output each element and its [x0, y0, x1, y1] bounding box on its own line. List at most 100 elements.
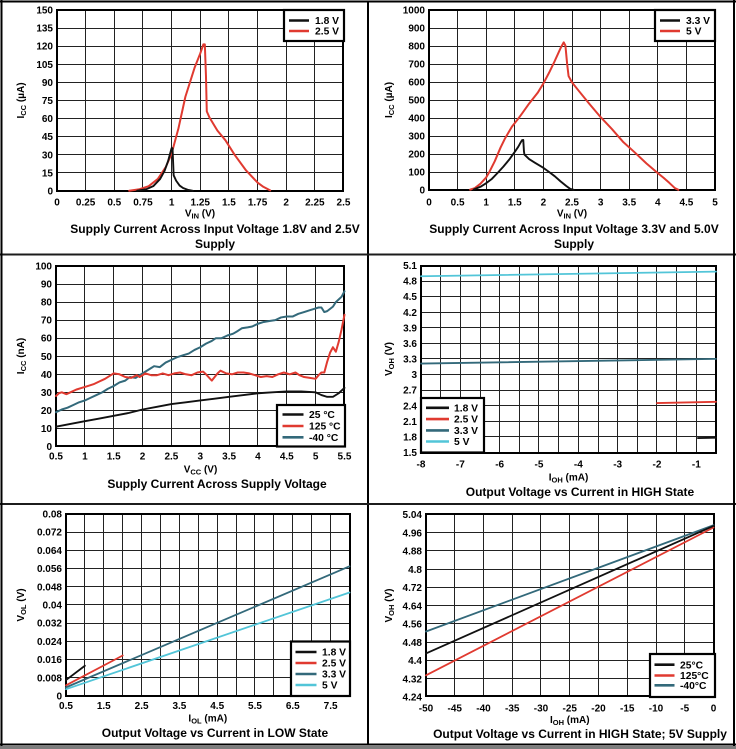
svg-text:125°C: 125°C	[680, 671, 709, 682]
svg-text:5: 5	[712, 198, 718, 209]
svg-text:-5: -5	[535, 460, 544, 471]
svg-text:1: 1	[82, 452, 88, 463]
svg-text:2.5: 2.5	[337, 198, 351, 209]
svg-text:1.5: 1.5	[97, 701, 111, 712]
svg-text:4.64: 4.64	[403, 601, 423, 612]
svg-text:-7: -7	[456, 460, 465, 471]
svg-text:Supply: Supply	[195, 237, 235, 251]
svg-text:4.5: 4.5	[679, 198, 693, 209]
svg-text:4.96: 4.96	[403, 528, 423, 539]
svg-text:2.7: 2.7	[403, 386, 417, 397]
svg-text:0: 0	[426, 198, 432, 209]
svg-text:90: 90	[41, 280, 53, 291]
svg-text:45: 45	[42, 132, 54, 143]
svg-text:4.72: 4.72	[403, 583, 423, 594]
svg-text:2: 2	[283, 198, 289, 209]
svg-text:1.8 V: 1.8 V	[322, 648, 346, 659]
svg-text:ICC (µA): ICC (µA)	[16, 82, 28, 118]
svg-text:600: 600	[408, 78, 425, 89]
svg-text:1.5: 1.5	[222, 198, 236, 209]
svg-text:2.5 V: 2.5 V	[315, 27, 339, 38]
svg-text:-40 °C: -40 °C	[309, 433, 339, 444]
svg-text:VOH (V): VOH (V)	[384, 588, 396, 622]
svg-text:0: 0	[56, 692, 62, 703]
svg-text:0: 0	[54, 198, 60, 209]
svg-text:3.3 V: 3.3 V	[686, 16, 710, 27]
svg-text:100: 100	[408, 168, 425, 179]
svg-text:4.8: 4.8	[403, 277, 417, 288]
svg-text:4.8: 4.8	[408, 565, 422, 576]
svg-text:4.48: 4.48	[403, 638, 423, 649]
svg-text:1.8: 1.8	[403, 432, 417, 443]
svg-text:2.5: 2.5	[135, 701, 149, 712]
svg-text:4.88: 4.88	[403, 547, 423, 558]
svg-text:VIN (V): VIN (V)	[185, 209, 215, 221]
svg-text:0.25: 0.25	[76, 198, 96, 209]
svg-text:3: 3	[411, 370, 417, 381]
svg-text:4.4: 4.4	[408, 656, 422, 667]
svg-text:0.008: 0.008	[37, 673, 62, 684]
svg-text:-40°C: -40°C	[680, 681, 707, 692]
svg-text:0.5: 0.5	[49, 452, 63, 463]
svg-text:2.5: 2.5	[164, 452, 178, 463]
svg-text:5.5: 5.5	[248, 701, 262, 712]
svg-text:0.5: 0.5	[451, 198, 465, 209]
svg-text:25 °C: 25 °C	[309, 410, 335, 421]
svg-text:1.8 V: 1.8 V	[315, 16, 339, 27]
svg-text:-3: -3	[613, 460, 622, 471]
svg-text:4.5: 4.5	[210, 701, 224, 712]
svg-text:IOH (mA): IOH (mA)	[549, 473, 589, 485]
svg-text:5 V: 5 V	[454, 437, 470, 448]
svg-text:0: 0	[419, 186, 425, 197]
svg-text:VOH (V): VOH (V)	[384, 342, 396, 376]
svg-text:3: 3	[197, 452, 203, 463]
svg-text:-25: -25	[563, 704, 578, 715]
svg-text:IOH (mA): IOH (mA)	[550, 715, 590, 727]
svg-text:50: 50	[41, 352, 53, 363]
svg-text:4.5: 4.5	[403, 292, 417, 303]
svg-text:150: 150	[36, 6, 53, 17]
svg-text:1: 1	[483, 198, 489, 209]
svg-text:3.5: 3.5	[622, 198, 636, 209]
svg-text:30: 30	[42, 150, 54, 161]
svg-text:0.5: 0.5	[59, 701, 73, 712]
svg-text:40: 40	[41, 370, 53, 381]
svg-text:80: 80	[41, 298, 53, 309]
svg-text:-6: -6	[495, 460, 504, 471]
svg-text:ICC (µA): ICC (µA)	[384, 82, 396, 118]
svg-text:3.3 V: 3.3 V	[454, 426, 478, 437]
svg-text:6.5: 6.5	[286, 701, 300, 712]
svg-text:-2: -2	[653, 460, 662, 471]
svg-text:0.08: 0.08	[43, 510, 63, 521]
svg-text:VIN (V): VIN (V)	[557, 209, 587, 221]
svg-text:0.75: 0.75	[133, 198, 153, 209]
svg-text:Supply Current Across Input Vo: Supply Current Across Input Voltage 3.3V…	[429, 222, 718, 236]
svg-text:60: 60	[42, 114, 54, 125]
svg-text:200: 200	[408, 150, 425, 161]
svg-text:1: 1	[169, 198, 175, 209]
svg-text:1.5: 1.5	[107, 452, 121, 463]
svg-text:0.048: 0.048	[37, 582, 62, 593]
svg-text:2: 2	[541, 198, 547, 209]
svg-text:700: 700	[408, 60, 425, 71]
svg-text:400: 400	[408, 114, 425, 125]
svg-text:4.56: 4.56	[403, 620, 423, 631]
svg-text:20: 20	[41, 406, 53, 417]
svg-text:5.1: 5.1	[403, 261, 417, 272]
svg-text:-20: -20	[591, 704, 606, 715]
svg-text:ICC (nA): ICC (nA)	[16, 338, 28, 374]
svg-text:120: 120	[36, 42, 53, 53]
svg-text:900: 900	[408, 24, 425, 35]
svg-text:90: 90	[42, 78, 54, 89]
svg-text:-50: -50	[419, 704, 434, 715]
svg-text:Output Voltage vs Current in H: Output Voltage vs Current in HIGH State;…	[433, 727, 727, 741]
svg-text:10: 10	[41, 424, 53, 435]
svg-text:500: 500	[408, 96, 425, 107]
svg-text:0.024: 0.024	[37, 637, 62, 648]
svg-text:3.5: 3.5	[222, 452, 236, 463]
svg-text:-8: -8	[417, 460, 426, 471]
svg-text:125 °C: 125 °C	[309, 422, 341, 433]
svg-text:Output Voltage vs Current in L: Output Voltage vs Current in LOW State	[102, 726, 329, 740]
svg-text:3.6: 3.6	[403, 339, 417, 350]
svg-text:5 V: 5 V	[322, 681, 338, 692]
